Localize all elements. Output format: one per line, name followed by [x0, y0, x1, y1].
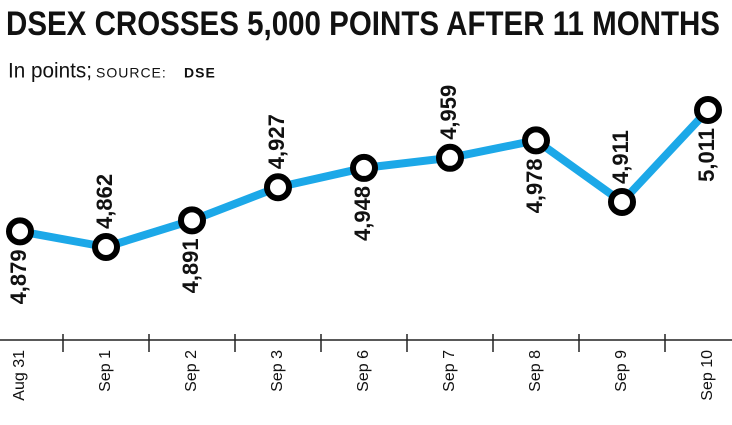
value-label: 5,011	[694, 128, 719, 182]
point	[92, 233, 120, 261]
value-label: 4,959	[436, 85, 461, 140]
x-tick-label: Sep 9	[613, 350, 630, 392]
x-tick-label: Sep 6	[355, 350, 372, 392]
subtitle: In points;	[8, 60, 92, 83]
point	[608, 187, 636, 216]
x-tick-label: Aug 31	[11, 350, 28, 401]
value-label: 4,948	[350, 186, 375, 241]
value-label: 4,891	[178, 238, 203, 293]
x-tick-label: Sep 1	[97, 350, 114, 392]
value-label: 4,862	[92, 174, 117, 229]
value-label: 4,978	[522, 158, 547, 213]
point	[6, 217, 34, 246]
point	[436, 143, 464, 172]
source-label: SOURCE:	[96, 65, 167, 81]
point	[522, 126, 550, 155]
point	[350, 153, 378, 182]
x-tick-label: Sep 7	[441, 350, 458, 392]
x-tick-label: Sep 2	[183, 350, 200, 392]
value-label: 4,927	[264, 114, 289, 169]
value-label: 4,879	[6, 249, 31, 304]
value-label: 4,911	[608, 130, 633, 184]
x-tick-label: Sep 10	[699, 350, 716, 401]
source: DSE	[184, 65, 216, 81]
point	[178, 206, 206, 235]
chart-title: DSEX CROSSES 5,000 POINTS AFTER 11 MONTH…	[6, 5, 720, 43]
x-tick-label: Sep 8	[527, 350, 544, 392]
x-tick-label: Sep 3	[269, 350, 286, 392]
point	[694, 96, 722, 124]
point	[264, 173, 292, 202]
